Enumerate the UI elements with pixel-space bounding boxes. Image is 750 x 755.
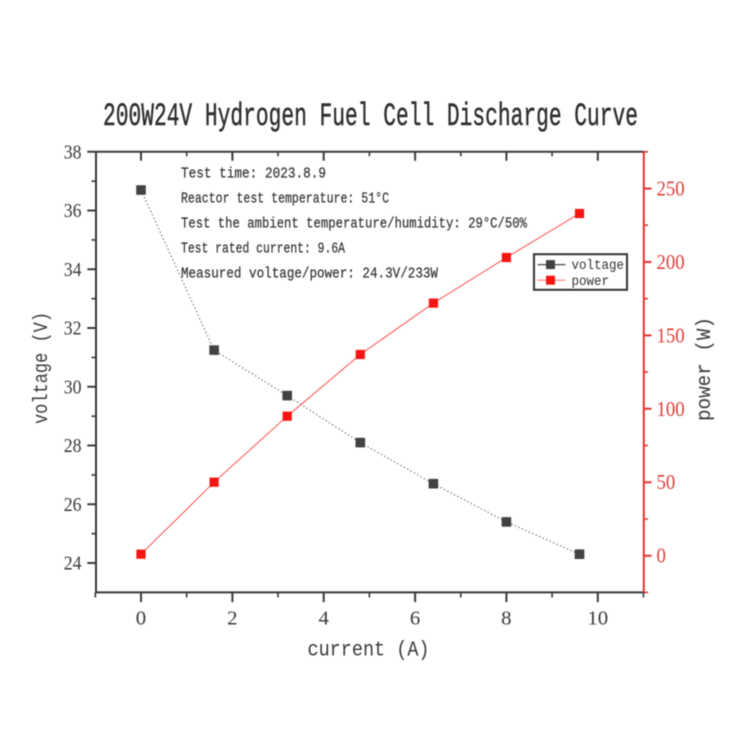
svg-text:150: 150 xyxy=(657,323,685,347)
svg-text:250: 250 xyxy=(657,177,685,201)
svg-text:50: 50 xyxy=(657,470,676,494)
svg-text:Reactor test temperature: 51°C: Reactor test temperature: 51°C xyxy=(181,191,389,208)
svg-text:power (W): power (W) xyxy=(694,317,717,421)
svg-text:voltage (V): voltage (V) xyxy=(31,312,54,424)
svg-text:Test time: 2023.8.9: Test time: 2023.8.9 xyxy=(181,166,326,183)
svg-text:200: 200 xyxy=(657,250,685,274)
svg-text:30: 30 xyxy=(64,377,82,399)
svg-text:26: 26 xyxy=(64,494,82,516)
svg-text:2: 2 xyxy=(227,607,237,629)
svg-text:10: 10 xyxy=(587,607,608,629)
svg-text:0: 0 xyxy=(136,607,146,629)
svg-text:100: 100 xyxy=(657,397,685,421)
svg-text:Measured voltage/power: 24.3V/: Measured voltage/power: 24.3V/233W xyxy=(181,265,438,282)
svg-text:6: 6 xyxy=(410,607,420,629)
svg-text:8: 8 xyxy=(501,607,511,629)
svg-text:Test rated current: 9.6A: Test rated current: 9.6A xyxy=(181,240,345,257)
svg-text:38: 38 xyxy=(64,142,82,164)
svg-text:power: power xyxy=(572,275,610,290)
svg-text:34: 34 xyxy=(64,259,82,281)
svg-text:200W24V Hydrogen Fuel Cell Dis: 200W24V Hydrogen Fuel Cell Discharge Cur… xyxy=(103,98,638,135)
svg-text:4: 4 xyxy=(319,607,329,629)
svg-text:Test the ambient temperature/h: Test the ambient temperature/humidity: 2… xyxy=(181,216,528,233)
svg-text:current (A): current (A) xyxy=(308,640,430,663)
svg-text:voltage: voltage xyxy=(572,259,625,274)
svg-text:0: 0 xyxy=(657,544,666,568)
svg-text:24: 24 xyxy=(64,553,82,575)
svg-text:32: 32 xyxy=(64,318,82,340)
svg-text:28: 28 xyxy=(64,435,82,457)
svg-text:36: 36 xyxy=(64,200,82,222)
